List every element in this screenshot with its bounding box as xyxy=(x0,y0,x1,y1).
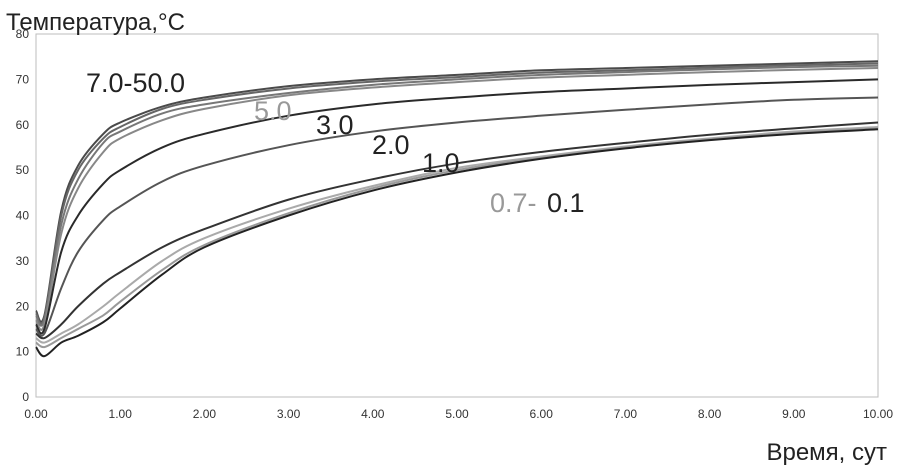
series-line-9 xyxy=(35,128,879,358)
x-tick-label: 10.00 xyxy=(863,407,893,421)
x-tick-label: 4.00 xyxy=(361,407,385,421)
curve-label: 0.7- xyxy=(490,188,537,218)
series-line-6 xyxy=(35,121,879,340)
y-tick-label: 20 xyxy=(16,299,30,313)
curve-label: 5.0 xyxy=(254,96,292,126)
series-line-0 xyxy=(35,60,879,323)
x-axis-label: Время, сут xyxy=(766,439,887,466)
y-tick-label: 80 xyxy=(16,27,30,41)
curve-label: 2.0 xyxy=(372,130,410,160)
y-tick-label: 30 xyxy=(16,254,30,268)
curve-label: 7.0-50.0 xyxy=(86,68,185,98)
y-tick-label: 60 xyxy=(16,118,30,132)
curve-label: 3.0 xyxy=(316,110,354,140)
x-tick-label: 7.00 xyxy=(614,407,638,421)
y-tick-label: 70 xyxy=(16,72,30,86)
curve-label: 0.1 xyxy=(547,188,585,218)
x-tick-label: 0.00 xyxy=(24,407,48,421)
x-tick-label: 3.00 xyxy=(277,407,301,421)
x-tick-label: 1.00 xyxy=(109,407,133,421)
y-tick-label: 10 xyxy=(16,345,30,359)
y-tick-label: 0 xyxy=(22,390,29,404)
x-tick-label: 9.00 xyxy=(782,407,806,421)
curve-label: 1.0 xyxy=(422,148,460,178)
plot-area-frame xyxy=(35,33,879,398)
x-tick-label: 6.00 xyxy=(530,407,554,421)
series-line-3 xyxy=(35,67,879,331)
y-tick-label: 40 xyxy=(16,209,30,223)
y-tick-label: 50 xyxy=(16,163,30,177)
x-tick-label: 2.00 xyxy=(193,407,217,421)
series-line-2 xyxy=(35,64,879,327)
series-line-5 xyxy=(35,96,879,337)
series-line-1 xyxy=(35,62,879,325)
x-tick-label: 8.00 xyxy=(698,407,722,421)
y-axis-label: Температура,°С xyxy=(6,9,185,36)
x-tick-label: 5.00 xyxy=(445,407,469,421)
series-line-4 xyxy=(35,78,879,335)
